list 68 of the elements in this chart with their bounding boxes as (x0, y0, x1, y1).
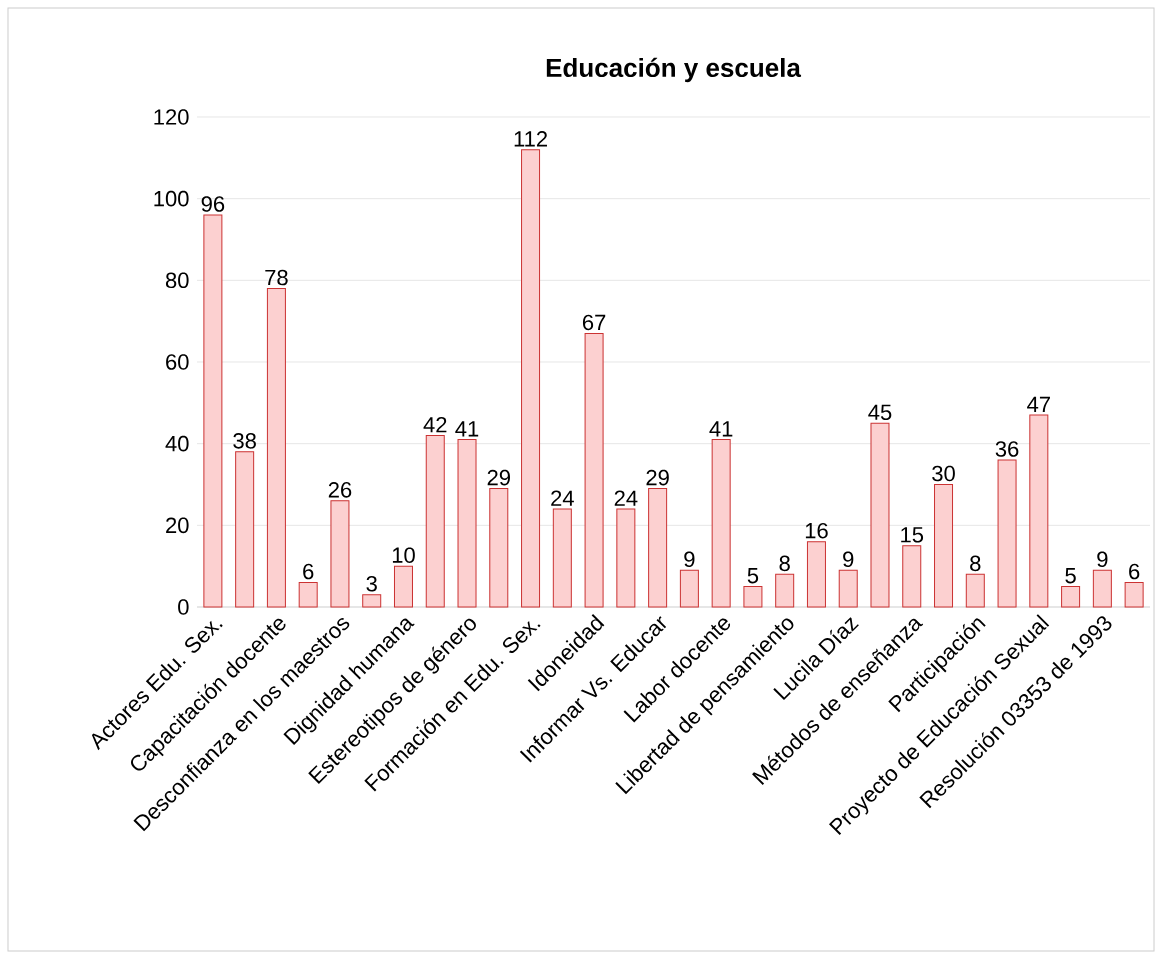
bar (1092, 569, 1112, 608)
data-label: 29 (487, 469, 510, 486)
data-label: 45 (868, 404, 892, 421)
bar (616, 508, 636, 608)
bar (1124, 582, 1144, 608)
data-label: 9 (684, 551, 695, 568)
data-label: 112 (514, 131, 547, 147)
data-label: 42 (423, 416, 447, 433)
bar (965, 573, 985, 608)
data-label: 15 (901, 527, 924, 543)
data-label: 8 (779, 555, 790, 572)
bar (1029, 414, 1049, 608)
chart-title: Educación y escuela (546, 57, 802, 83)
bar (489, 488, 509, 608)
bar (203, 214, 223, 608)
data-label: 16 (805, 522, 828, 539)
data-label: 9 (843, 551, 854, 568)
bar (934, 484, 954, 608)
data-label: 24 (551, 490, 574, 506)
data-label: 10 (392, 547, 415, 563)
bar (806, 541, 826, 608)
data-label: 6 (1129, 563, 1140, 580)
bar (457, 439, 477, 608)
data-label: 5 (747, 568, 759, 584)
y-tick-label: 20 (166, 517, 189, 534)
bar (393, 565, 413, 608)
data-label: 24 (614, 490, 638, 506)
data-label: 5 (1065, 568, 1076, 584)
data-label: 29 (646, 469, 669, 486)
y-tick-label: 40 (165, 435, 189, 452)
y-tick-label: 60 (166, 354, 189, 370)
data-label: 30 (932, 465, 955, 482)
data-label: 26 (328, 482, 352, 498)
bar (838, 569, 858, 608)
bar (648, 488, 668, 608)
bar (235, 451, 255, 608)
bar (552, 508, 572, 608)
bar (743, 586, 763, 608)
data-label: 36 (995, 441, 1019, 457)
data-label: 41 (455, 421, 479, 437)
data-label: 41 (709, 421, 733, 437)
bar (521, 149, 541, 608)
bar (997, 459, 1017, 608)
bar (584, 332, 604, 608)
data-label: 8 (970, 555, 981, 572)
bar (870, 422, 890, 608)
bar (298, 582, 318, 608)
data-label: 78 (265, 269, 288, 286)
y-tick-label: 0 (178, 599, 189, 615)
bar (362, 594, 382, 608)
data-label: 3 (366, 575, 377, 592)
bar (1061, 586, 1081, 608)
bar (330, 500, 350, 608)
bar (266, 288, 286, 608)
data-label: 6 (303, 563, 314, 580)
bar (902, 545, 922, 608)
y-tick-label: 100 (154, 190, 189, 207)
bar (711, 439, 731, 608)
data-label: 9 (1097, 551, 1108, 568)
bar (679, 569, 699, 608)
data-label: 67 (582, 314, 606, 331)
bar (425, 435, 445, 608)
data-label: 96 (201, 196, 225, 212)
y-tick-label: 80 (165, 272, 189, 289)
data-label: 47 (1027, 396, 1050, 412)
data-label: 38 (233, 433, 256, 449)
bar (775, 573, 795, 608)
y-tick-label: 120 (154, 109, 189, 125)
